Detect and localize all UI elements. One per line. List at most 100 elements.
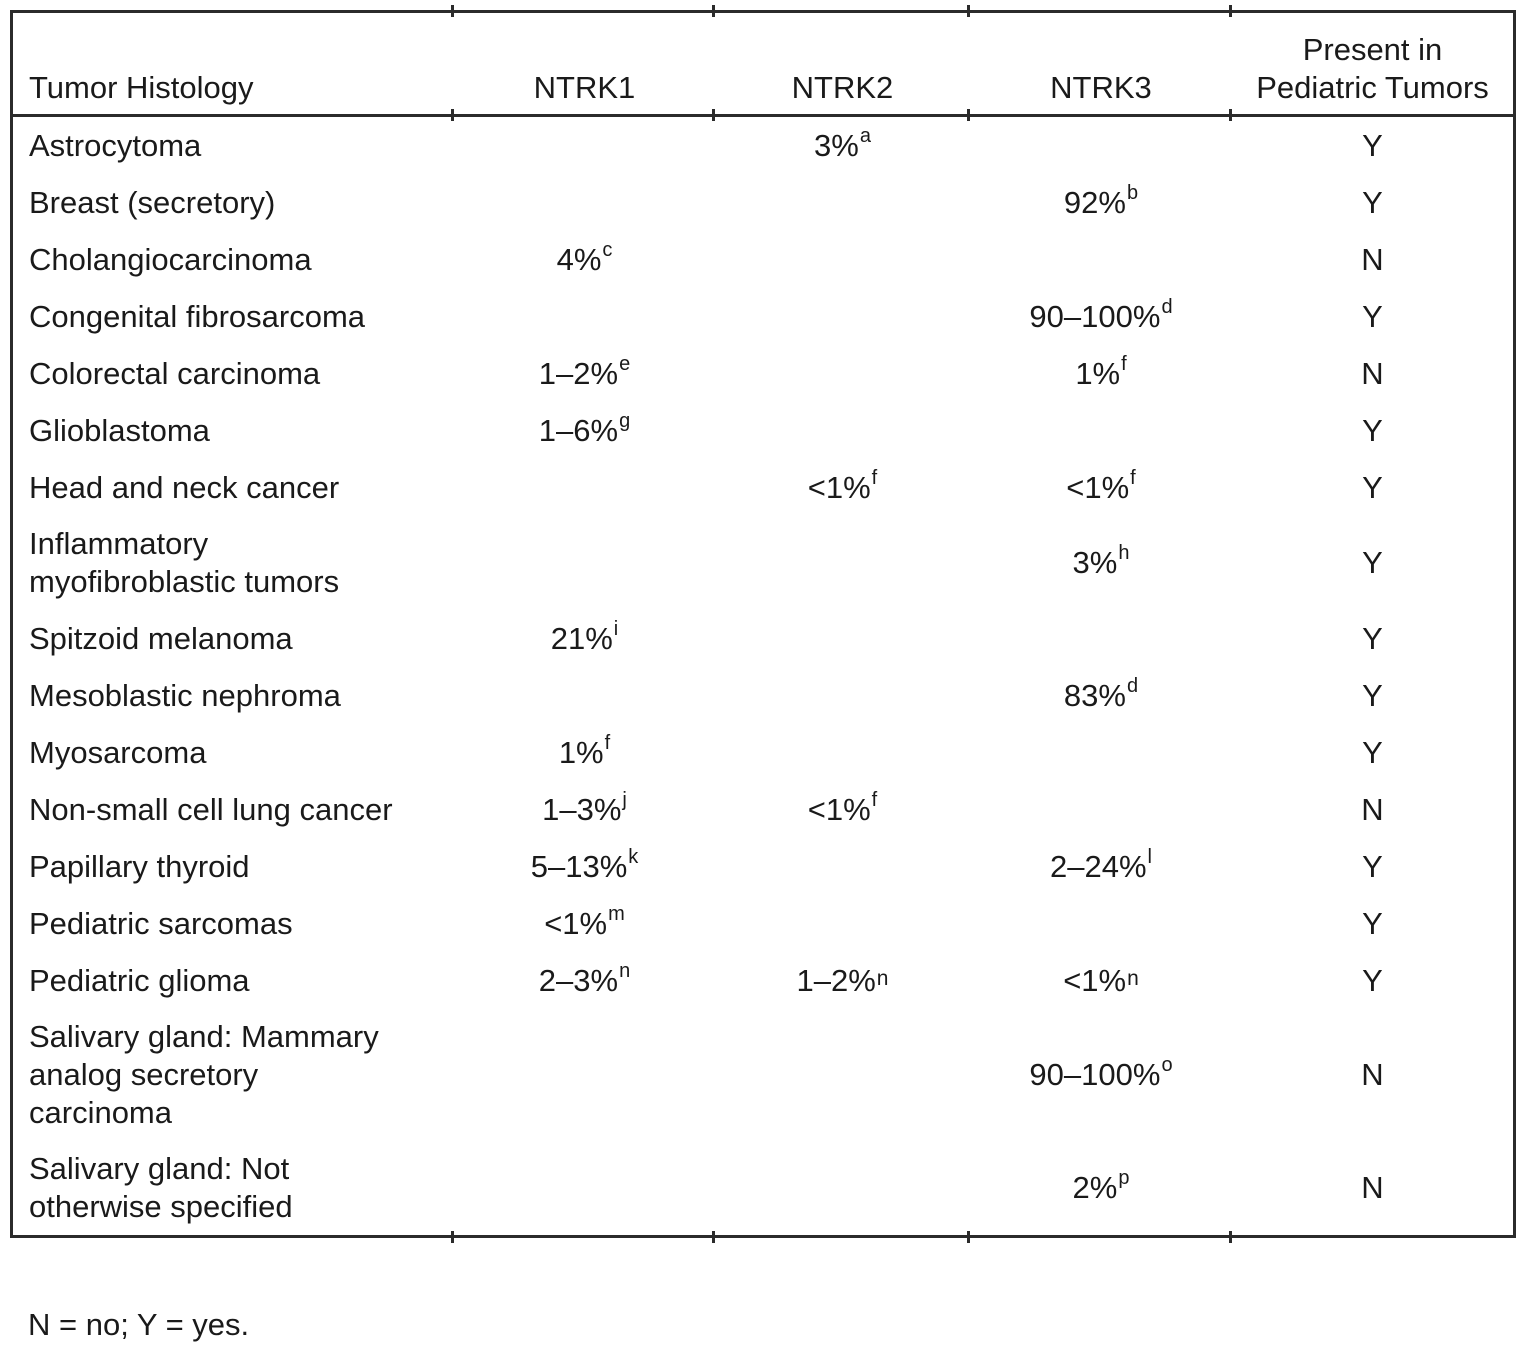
cell-ntrk2-frequency: <1%f: [715, 459, 970, 516]
ntrk1-value: 1–2%: [538, 355, 619, 391]
cell-ntrk3-frequency: 3%h: [970, 516, 1232, 610]
pediatric-flag: Y: [1362, 734, 1383, 770]
footnote-marker: n: [1127, 966, 1139, 990]
tumor-histology-label: Non-small cell lung cancer: [29, 791, 393, 827]
cell-ntrk2-frequency: [715, 1009, 970, 1141]
tumor-histology-label: Astrocytoma: [29, 127, 202, 163]
cell-present-in-pediatric-tumors: Y: [1232, 288, 1513, 345]
cell-present-in-pediatric-tumors: N: [1232, 345, 1513, 402]
pediatric-flag: N: [1361, 1057, 1384, 1092]
pediatric-flag: Y: [1362, 412, 1383, 448]
ntrk3-value: 90–100%: [1029, 298, 1161, 334]
footnote-marker: f: [1130, 466, 1136, 489]
cell-tumor-histology: Mesoblastic nephroma: [13, 667, 454, 724]
cell-ntrk3-frequency: 2–24%l: [970, 838, 1232, 895]
cell-ntrk2-frequency: 3%a: [715, 117, 970, 174]
tumor-histology-label: Inflammatory myofibroblastic tumors: [29, 526, 340, 599]
ntrk1-value: 1–6%: [538, 412, 619, 448]
column-tick: [967, 109, 970, 121]
cell-ntrk1-frequency: 5–13%k: [454, 838, 715, 895]
cell-ntrk2-frequency: [715, 288, 970, 345]
cell-ntrk1-frequency: 2–3%n: [454, 952, 715, 1009]
header-ntrk3: NTRK3: [970, 13, 1232, 114]
cell-tumor-histology: Non-small cell lung cancer: [13, 781, 454, 838]
tumor-histology-label: Breast (secretory): [29, 184, 276, 220]
table-row: Papillary thyroid 5–13%k 2–24%l Y: [13, 838, 1513, 895]
cell-present-in-pediatric-tumors: N: [1232, 1009, 1513, 1141]
cell-ntrk1-frequency: 4%c: [454, 231, 715, 288]
table-row: Glioblastoma 1–6%g Y: [13, 402, 1513, 459]
cell-present-in-pediatric-tumors: N: [1232, 231, 1513, 288]
ntrk1-value: 5–13%: [530, 848, 628, 884]
cell-tumor-histology: Breast (secretory): [13, 174, 454, 231]
tumor-histology-label: Salivary gland: Mammary analog secretory…: [29, 1019, 379, 1130]
pediatric-flag: Y: [1362, 677, 1383, 713]
cell-tumor-histology: Colorectal carcinoma: [13, 345, 454, 402]
pediatric-flag: N: [1361, 791, 1384, 827]
cell-ntrk3-frequency: 2%p: [970, 1141, 1232, 1235]
column-tick: [967, 5, 970, 17]
pediatric-flag: N: [1361, 1170, 1384, 1205]
footnote-marker: f: [604, 731, 611, 754]
pediatric-flag: Y: [1362, 620, 1383, 656]
cell-present-in-pediatric-tumors: N: [1232, 1141, 1513, 1235]
footnote-marker: d: [1126, 674, 1139, 697]
cell-present-in-pediatric-tumors: N: [1232, 781, 1513, 838]
cell-present-in-pediatric-tumors: Y: [1232, 117, 1513, 174]
column-tick: [712, 1231, 715, 1243]
table-row: Salivary gland: Mammary analog secretory…: [13, 1009, 1513, 1141]
ntrk-fusion-frequency-table: Tumor Histology NTRK1 NTRK2 NTRK3 Presen…: [10, 5, 1516, 1243]
cell-ntrk3-frequency: [970, 895, 1232, 952]
cell-ntrk1-frequency: [454, 117, 715, 174]
tumor-histology-label: Head and neck cancer: [29, 469, 340, 505]
table-row: Myosarcoma 1%f Y: [13, 724, 1513, 781]
table-row: Astrocytoma 3%a Y: [13, 117, 1513, 174]
table-row: Mesoblastic nephroma 83%d Y: [13, 667, 1513, 724]
table-row: Cholangiocarcinoma 4%c N: [13, 231, 1513, 288]
ntrk2-value: 1–2%: [796, 962, 876, 998]
cell-tumor-histology: Cholangiocarcinoma: [13, 231, 454, 288]
table-row: Pediatric sarcomas <1%m Y: [13, 895, 1513, 952]
cell-tumor-histology: Astrocytoma: [13, 117, 454, 174]
cell-ntrk1-frequency: [454, 459, 715, 516]
pediatric-flag: Y: [1362, 298, 1383, 334]
table-header-row: Tumor Histology NTRK1 NTRK2 NTRK3 Presen…: [13, 13, 1513, 117]
header-label: NTRK2: [791, 70, 894, 105]
tumor-histology-label: Spitzoid melanoma: [29, 620, 293, 656]
tumor-histology-label: Colorectal carcinoma: [29, 355, 321, 391]
ntrk1-value: 2–3%: [538, 962, 619, 998]
cell-tumor-histology: Spitzoid melanoma: [13, 610, 454, 667]
tumor-histology-label: Salivary gland: Not otherwise specified: [29, 1151, 293, 1224]
cell-tumor-histology: Papillary thyroid: [13, 838, 454, 895]
cell-ntrk1-frequency: <1%m: [454, 895, 715, 952]
ntrk1-value: 21%: [550, 620, 613, 656]
footnote-marker: a: [859, 124, 871, 147]
table-row: Spitzoid melanoma 21%i Y: [13, 610, 1513, 667]
header-label: Tumor Histology: [29, 70, 254, 105]
cell-ntrk3-frequency: 90–100%o: [970, 1009, 1232, 1141]
cell-ntrk2-frequency: 1–2%n: [715, 952, 970, 1009]
column-tick: [712, 5, 715, 17]
ntrk2-value: <1%: [807, 469, 871, 505]
table-row: Salivary gland: Not otherwise specified …: [13, 1141, 1513, 1235]
pediatric-flag: Y: [1362, 848, 1383, 884]
cell-tumor-histology: Salivary gland: Not otherwise specified: [13, 1141, 454, 1235]
footnote-marker: k: [628, 845, 639, 868]
cell-ntrk3-frequency: 83%d: [970, 667, 1232, 724]
footnote-marker: j: [622, 788, 627, 811]
table-row: Breast (secretory) 92%b Y: [13, 174, 1513, 231]
cell-present-in-pediatric-tumors: Y: [1232, 724, 1513, 781]
footnote-marker: c: [602, 238, 613, 261]
header-label: NTRK3: [1050, 70, 1152, 105]
cell-ntrk1-frequency: [454, 667, 715, 724]
ntrk3-value: <1%: [1063, 962, 1127, 998]
cell-ntrk2-frequency: [715, 724, 970, 781]
cell-ntrk3-frequency: [970, 117, 1232, 174]
pediatric-flag: N: [1361, 355, 1384, 391]
ntrk3-value: 83%: [1063, 677, 1126, 713]
footnote-marker: b: [1126, 181, 1139, 204]
cell-present-in-pediatric-tumors: Y: [1232, 516, 1513, 610]
cell-ntrk1-frequency: 1–3%j: [454, 781, 715, 838]
tumor-histology-label: Papillary thyroid: [29, 848, 250, 884]
